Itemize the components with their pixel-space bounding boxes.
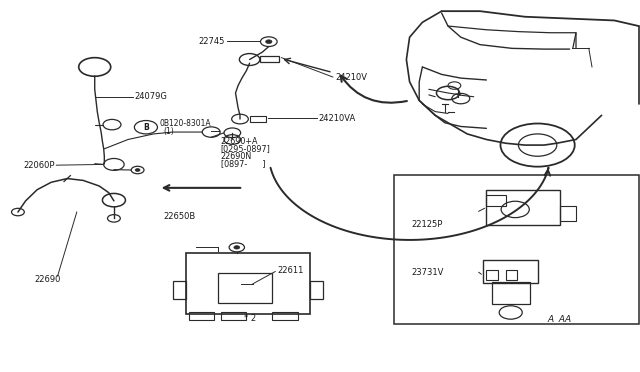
Text: 22125P: 22125P xyxy=(412,220,443,229)
Text: B: B xyxy=(143,123,148,132)
Text: 23731V: 23731V xyxy=(412,268,444,277)
Bar xyxy=(486,190,560,225)
Bar xyxy=(250,116,266,122)
Text: 24079G: 24079G xyxy=(134,92,167,101)
Bar xyxy=(486,270,498,280)
Text: [0897-      ]: [0897- ] xyxy=(221,159,266,168)
Bar xyxy=(492,282,530,304)
Text: A  AA: A AA xyxy=(548,315,572,324)
Text: 22650B: 22650B xyxy=(163,212,195,221)
Text: 22690N: 22690N xyxy=(221,152,252,161)
Bar xyxy=(173,281,186,299)
Bar xyxy=(272,312,298,320)
Bar xyxy=(506,270,517,280)
Bar xyxy=(186,253,310,314)
Bar xyxy=(189,312,214,320)
Bar xyxy=(260,56,279,62)
Text: * 2: * 2 xyxy=(244,314,255,323)
Text: 22060P: 22060P xyxy=(23,161,54,170)
Text: 24210VA: 24210VA xyxy=(318,114,355,123)
Text: 22690+A: 22690+A xyxy=(221,137,259,146)
Circle shape xyxy=(135,169,140,171)
Circle shape xyxy=(234,246,240,249)
Text: [0295-0897]: [0295-0897] xyxy=(221,144,271,153)
Bar xyxy=(310,281,323,299)
Text: 22611: 22611 xyxy=(278,266,304,275)
Text: 22745: 22745 xyxy=(198,37,225,46)
Bar xyxy=(483,260,538,283)
Text: 24210V: 24210V xyxy=(335,73,367,81)
Bar xyxy=(394,175,639,324)
Bar xyxy=(218,273,272,303)
Circle shape xyxy=(266,40,272,44)
Text: (1): (1) xyxy=(164,127,175,136)
Text: 22690: 22690 xyxy=(35,275,61,284)
Bar xyxy=(560,206,576,221)
Text: 0B120-8301A: 0B120-8301A xyxy=(160,119,212,128)
Bar xyxy=(486,195,506,206)
Bar xyxy=(221,312,246,320)
